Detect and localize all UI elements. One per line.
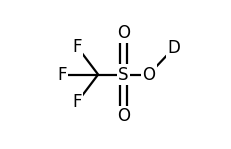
Text: O: O (142, 66, 155, 83)
Text: S: S (118, 66, 128, 83)
Text: D: D (167, 39, 180, 57)
Text: O: O (116, 24, 129, 42)
Text: F: F (72, 93, 82, 111)
Text: F: F (57, 66, 67, 83)
Text: F: F (72, 38, 82, 56)
Text: O: O (116, 107, 129, 125)
